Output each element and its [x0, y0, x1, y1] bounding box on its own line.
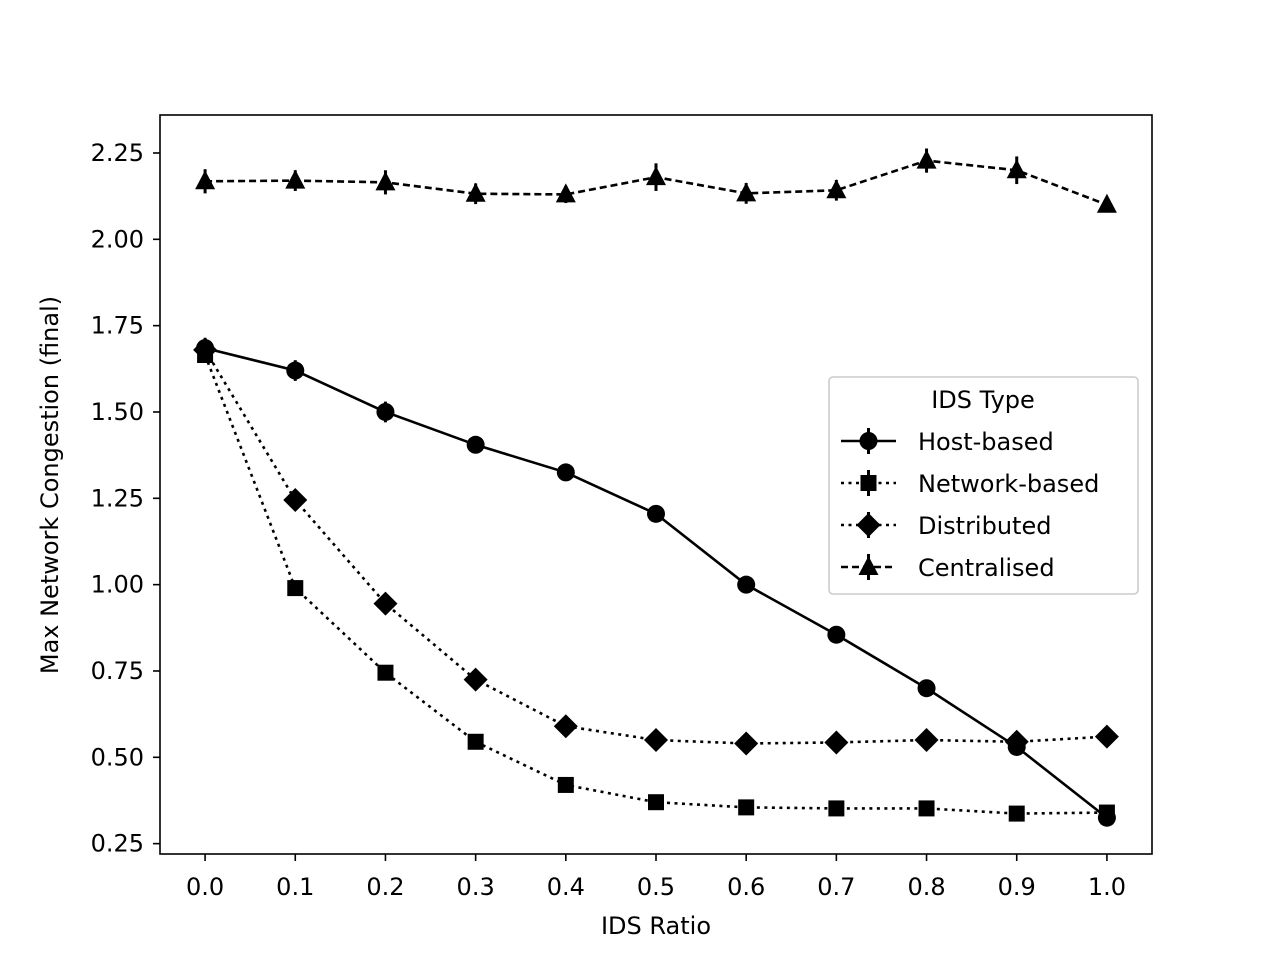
- legend-marker-network-based: [860, 475, 877, 491]
- data-point-host-based: [827, 625, 846, 644]
- y-tick-label: 1.50: [91, 398, 144, 426]
- data-point-network-based: [1008, 805, 1025, 822]
- legend: IDS Type Host-based Network-based Distribu…: [828, 376, 1139, 595]
- legend-entries: Host-based Network-based Distributed Centra…: [841, 428, 1099, 582]
- data-point-centralised: [1096, 193, 1117, 213]
- x-tick-label: 0.8: [907, 873, 945, 901]
- data-point-centralised: [285, 169, 306, 189]
- data-point-distributed: [914, 728, 939, 753]
- data-point-distributed: [824, 730, 849, 755]
- legend-label-host-based: Host-based: [918, 428, 1054, 456]
- data-point-distributed: [734, 731, 759, 756]
- data-point-network-based: [738, 799, 755, 816]
- x-tick-label: 0.7: [817, 873, 855, 901]
- data-point-distributed: [463, 667, 488, 692]
- x-tick-label: 0.4: [547, 873, 585, 901]
- data-point-network-based: [467, 733, 484, 750]
- y-axis-label: Max Network Congestion (final): [36, 296, 64, 674]
- y-tick-label: 0.50: [91, 743, 144, 771]
- x-tick-label: 0.5: [637, 873, 675, 901]
- legend-item-network-based: Network-based: [841, 470, 1099, 498]
- data-point-distributed: [283, 488, 308, 513]
- legend-label-centralised: Centralised: [918, 554, 1055, 582]
- series-centralised: [195, 148, 1117, 213]
- data-point-centralised: [736, 182, 757, 202]
- data-point-network-based: [648, 794, 664, 811]
- data-point-distributed: [1004, 729, 1029, 754]
- legend-item-distributed: Distributed: [841, 512, 1051, 540]
- series-layer: [193, 148, 1119, 827]
- x-tick-label: 1.0: [1088, 873, 1126, 901]
- x-tick-label: 0.6: [727, 873, 765, 901]
- data-point-centralised: [195, 170, 216, 190]
- data-point-centralised: [465, 182, 486, 202]
- x-tick-label: 0.2: [366, 873, 404, 901]
- data-point-host-based: [286, 361, 305, 380]
- data-point-centralised: [1006, 159, 1027, 179]
- data-point-host-based: [466, 435, 485, 454]
- y-tick-label: 1.25: [91, 484, 144, 512]
- x-tick-label: 0.3: [457, 873, 495, 901]
- legend-title: IDS Type: [931, 386, 1035, 414]
- legend-marker-distributed: [856, 513, 881, 537]
- data-point-host-based: [556, 463, 575, 482]
- legend-marker-centralised: [858, 556, 879, 575]
- data-point-centralised: [555, 183, 576, 203]
- legend-label-network-based: Network-based: [918, 470, 1099, 498]
- data-point-host-based: [737, 575, 756, 594]
- y-tick-label: 2.25: [91, 139, 144, 167]
- data-point-distributed: [553, 714, 578, 739]
- data-point-distributed: [193, 337, 218, 362]
- x-tick-label: 0.9: [998, 873, 1036, 901]
- legend-marker-host-based: [859, 432, 878, 450]
- x-axis: 0.0 0.1 0.2 0.3 0.4 0.5 0.6 0.7 0.8 0.9 1.0: [186, 854, 1126, 901]
- data-point-network-based: [1098, 804, 1115, 821]
- data-point-centralised: [826, 179, 847, 199]
- data-point-distributed: [1094, 724, 1119, 749]
- data-point-network-based: [557, 776, 574, 793]
- data-point-centralised: [375, 171, 396, 191]
- y-tick-label: 2.00: [91, 225, 144, 253]
- data-point-centralised: [646, 166, 666, 186]
- legend-box: [828, 376, 1139, 595]
- data-point-network-based: [377, 664, 394, 681]
- data-point-network-based: [287, 580, 304, 597]
- y-tick-label: 0.25: [91, 830, 144, 858]
- data-point-distributed: [644, 728, 668, 753]
- x-tick-label: 0.1: [276, 873, 314, 901]
- data-point-network-based: [918, 800, 935, 817]
- data-point-centralised: [916, 149, 937, 169]
- y-tick-label: 0.75: [91, 657, 144, 685]
- x-tick-label: 0.0: [186, 873, 224, 901]
- legend-item-host-based: Host-based: [841, 428, 1054, 456]
- data-point-distributed: [373, 591, 398, 616]
- legend-item-centralised: Centralised: [841, 554, 1055, 582]
- y-axis: 0.25 0.50 0.75 1.00 1.25 1.50 1.75 2.00 2.25: [91, 139, 160, 858]
- data-point-host-based: [376, 402, 395, 421]
- series-line-network-based: [203, 354, 1107, 815]
- y-tick-label: 1.75: [91, 312, 144, 340]
- data-point-network-based: [828, 800, 845, 817]
- x-axis-label: IDS Ratio: [601, 912, 711, 940]
- data-point-host-based: [917, 679, 936, 698]
- series-distributed: [193, 337, 1119, 756]
- legend-label-distributed: Distributed: [918, 512, 1051, 540]
- data-point-host-based: [647, 504, 665, 523]
- y-tick-label: 1.00: [91, 571, 144, 599]
- series-network-based: [197, 347, 1115, 822]
